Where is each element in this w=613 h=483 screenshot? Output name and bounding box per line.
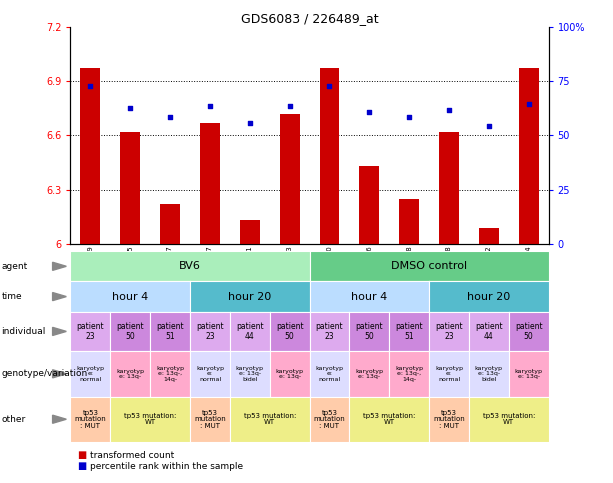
Text: individual: individual — [1, 327, 45, 336]
Text: tp53
mutation
: MUT: tp53 mutation : MUT — [433, 410, 465, 429]
Bar — [240, 220, 260, 244]
Text: tp53
mutation
: MUT: tp53 mutation : MUT — [75, 410, 106, 429]
Text: patient
50: patient 50 — [116, 322, 144, 341]
Point — [86, 83, 96, 90]
Polygon shape — [53, 293, 66, 300]
Text: patient
23: patient 23 — [316, 322, 343, 341]
Text: patient
23: patient 23 — [77, 322, 104, 341]
Point — [405, 114, 414, 121]
Polygon shape — [53, 415, 66, 423]
Text: patient
50: patient 50 — [276, 322, 303, 341]
Text: patient
23: patient 23 — [435, 322, 463, 341]
Text: patient
44: patient 44 — [475, 322, 503, 341]
Text: patient
51: patient 51 — [395, 322, 423, 341]
Text: transformed count: transformed count — [90, 451, 174, 460]
Point — [444, 106, 454, 114]
Text: tp53
mutation
: MUT: tp53 mutation : MUT — [194, 410, 226, 429]
Point — [484, 122, 494, 130]
Bar — [319, 68, 340, 244]
Polygon shape — [53, 327, 66, 336]
Text: karyotyp
e: 13q-,
14q-: karyotyp e: 13q-, 14q- — [395, 366, 423, 382]
Bar — [280, 114, 300, 244]
Text: agent: agent — [1, 262, 28, 271]
Title: GDS6083 / 226489_at: GDS6083 / 226489_at — [241, 13, 378, 26]
Bar — [399, 199, 419, 244]
Bar — [200, 123, 220, 244]
Text: hour 4: hour 4 — [112, 292, 148, 301]
Text: tp53 mutation:
WT: tp53 mutation: WT — [124, 413, 177, 426]
Point — [245, 119, 255, 127]
Bar — [439, 132, 459, 244]
Bar — [519, 68, 539, 244]
Text: tp53 mutation:
WT: tp53 mutation: WT — [243, 413, 296, 426]
Point — [284, 102, 294, 110]
Text: DMSO control: DMSO control — [391, 261, 467, 271]
Bar — [80, 68, 101, 244]
Text: BV6: BV6 — [179, 261, 201, 271]
Point — [125, 104, 135, 112]
Text: patient
50: patient 50 — [356, 322, 383, 341]
Polygon shape — [53, 262, 66, 270]
Text: tp53
mutation
: MUT: tp53 mutation : MUT — [314, 410, 345, 429]
Bar — [359, 166, 379, 244]
Text: patient
50: patient 50 — [515, 322, 543, 341]
Text: percentile rank within the sample: percentile rank within the sample — [90, 462, 243, 470]
Text: karyotyp
e: 13q-: karyotyp e: 13q- — [276, 369, 303, 379]
Text: karyotyp
e: 13q-
bidel: karyotyp e: 13q- bidel — [475, 366, 503, 382]
Text: ■: ■ — [77, 461, 86, 471]
Bar — [160, 204, 180, 244]
Text: tp53 mutation:
WT: tp53 mutation: WT — [363, 413, 416, 426]
Text: hour 4: hour 4 — [351, 292, 387, 301]
Text: karyotyp
e:
normal: karyotyp e: normal — [77, 366, 104, 382]
Text: ■: ■ — [77, 451, 86, 460]
Text: time: time — [1, 292, 22, 301]
Text: patient
23: patient 23 — [196, 322, 224, 341]
Text: genotype/variation: genotype/variation — [1, 369, 88, 378]
Text: karyotyp
e:
normal: karyotyp e: normal — [316, 366, 343, 382]
Point — [524, 100, 533, 108]
Text: hour 20: hour 20 — [228, 292, 272, 301]
Text: karyotyp
e: 13q-: karyotyp e: 13q- — [116, 369, 144, 379]
Point — [205, 102, 215, 110]
Point — [364, 108, 374, 115]
Text: patient
44: patient 44 — [236, 322, 264, 341]
Point — [325, 83, 335, 90]
Text: karyotyp
e: 13q-: karyotyp e: 13q- — [356, 369, 383, 379]
Point — [166, 114, 175, 121]
Text: karyotyp
e: 13q-: karyotyp e: 13q- — [515, 369, 543, 379]
Text: karyotyp
e: 13q-
bidel: karyotyp e: 13q- bidel — [236, 366, 264, 382]
Text: patient
51: patient 51 — [156, 322, 184, 341]
Text: karyotyp
e:
normal: karyotyp e: normal — [435, 366, 463, 382]
Polygon shape — [53, 370, 66, 378]
Bar — [120, 132, 140, 244]
Text: karyotyp
e:
normal: karyotyp e: normal — [196, 366, 224, 382]
Text: tp53 mutation:
WT: tp53 mutation: WT — [482, 413, 535, 426]
Text: hour 20: hour 20 — [467, 292, 511, 301]
Text: karyotyp
e: 13q-,
14q-: karyotyp e: 13q-, 14q- — [156, 366, 184, 382]
Bar — [479, 227, 499, 244]
Text: other: other — [1, 415, 26, 424]
